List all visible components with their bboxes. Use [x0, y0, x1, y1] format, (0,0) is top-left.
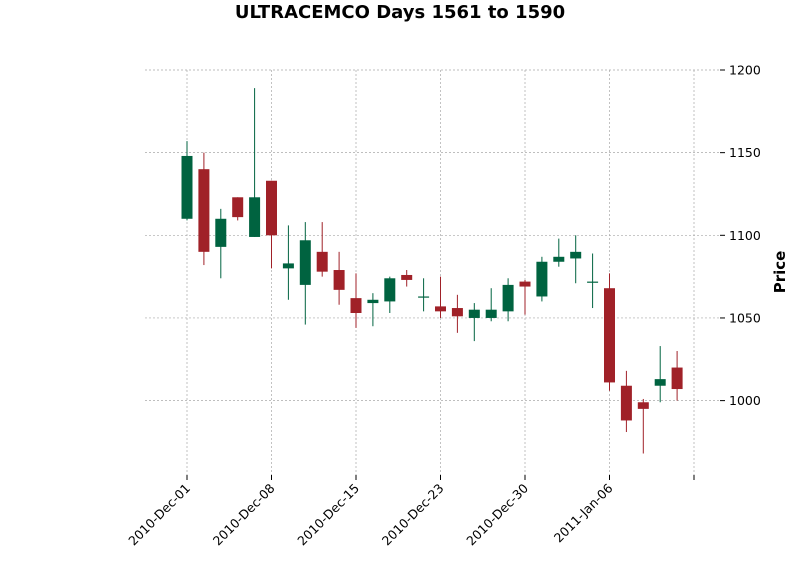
candle-body-down: [266, 180, 277, 236]
candle: [316, 222, 328, 277]
x-tick-label: 2010-Dec-30: [463, 480, 531, 548]
candle: [620, 370, 632, 433]
candle-body-up: [249, 197, 261, 237]
candle: [401, 270, 413, 287]
chart-title: ULTRACEMCO Days 1561 to 1590: [235, 2, 565, 23]
candle-body-down: [333, 270, 345, 290]
candle-body-up: [587, 281, 599, 283]
y-tick-label: 1200: [729, 63, 761, 78]
candle-body-down: [519, 281, 531, 287]
x-tick-label: 2010-Dec-23: [379, 481, 447, 549]
candle-body-up: [282, 263, 294, 269]
candle: [451, 294, 463, 333]
candle-body-down: [637, 402, 649, 409]
candle-body-up: [654, 379, 666, 386]
candle-body-up: [553, 256, 565, 262]
candle-body-down: [604, 288, 615, 383]
candle: [519, 279, 531, 315]
candle-body-up: [536, 261, 548, 297]
candle: [485, 288, 497, 322]
candle-body-down: [435, 306, 446, 312]
candle-body-up: [299, 240, 311, 285]
candle: [384, 276, 396, 313]
y-tick-label: 1000: [729, 393, 761, 408]
candle-body-up: [485, 309, 497, 318]
candle: [654, 346, 666, 403]
candle-body-up: [215, 218, 227, 247]
candle: [282, 225, 294, 300]
candle: [604, 273, 615, 391]
candle: [333, 251, 345, 305]
candle-body-up: [384, 278, 396, 302]
y-axis-label: Price: [771, 251, 789, 294]
candle: [367, 293, 379, 327]
grid-layer: [145, 69, 720, 475]
candle: [435, 276, 446, 318]
candle-layer: [181, 88, 683, 454]
candle: [215, 208, 227, 279]
candle-body-down: [671, 367, 683, 390]
y-tick-label: 1050: [729, 310, 761, 325]
candle: [299, 222, 311, 325]
candle-body-down: [401, 274, 413, 280]
candle: [198, 152, 210, 266]
y-tick-label: 1150: [729, 145, 761, 160]
candle-body-up: [468, 309, 480, 318]
candle-body-down: [232, 197, 244, 218]
y-axis: 1000 1050 1100 1150 1200: [720, 63, 761, 408]
candle: [468, 303, 480, 342]
candle-body-up: [367, 299, 379, 304]
candle: [181, 141, 193, 221]
candle-body-down: [620, 385, 632, 421]
candle: [671, 351, 683, 401]
candle: [637, 398, 649, 454]
candle-body-down: [451, 308, 463, 317]
x-tick-label: 2010-Dec-08: [210, 480, 278, 548]
x-tick-label: 2010-Dec-01: [125, 481, 193, 549]
y-tick-label: 1100: [729, 228, 761, 243]
candle: [502, 278, 514, 322]
candle-body-up: [570, 251, 582, 259]
candle-body-up: [418, 296, 430, 298]
candle: [553, 238, 565, 267]
x-tick-label: 2010-Dec-15: [294, 481, 362, 549]
candle-body-down: [350, 298, 362, 313]
candle: [587, 253, 599, 309]
candle: [266, 180, 277, 269]
candle: [350, 273, 362, 328]
candle-body-down: [198, 169, 210, 252]
candle-body-down: [316, 251, 328, 272]
candle: [570, 235, 582, 284]
candle: [232, 197, 244, 221]
candle: [418, 278, 430, 312]
x-tick-label: 2011-Jan-06: [551, 480, 616, 545]
x-axis: 2010-Dec-01 2010-Dec-08 2010-Dec-15 2010-De…: [125, 475, 695, 549]
candle-body-up: [502, 284, 514, 312]
candle-body-up: [181, 155, 193, 219]
candle: [249, 88, 261, 237]
candle: [536, 256, 548, 302]
